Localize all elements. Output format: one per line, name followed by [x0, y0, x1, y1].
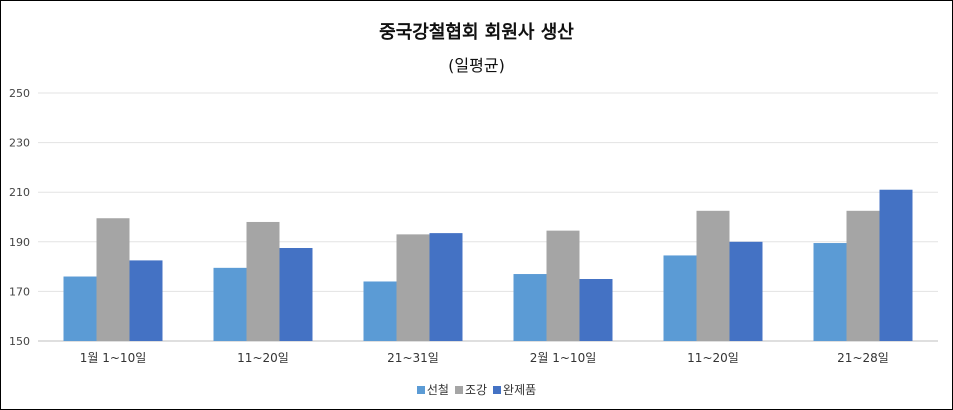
legend-item: 조강 [454, 381, 488, 398]
bar-조강 [696, 210, 730, 341]
x-tick-label: 21~28일 [837, 351, 889, 365]
bar-조강 [546, 230, 580, 341]
bar-선철 [663, 255, 697, 341]
legend-swatch [416, 385, 425, 394]
legend-swatch [493, 385, 502, 394]
y-tick-label: 230 [9, 137, 30, 150]
bar-선철 [213, 267, 247, 341]
chart-title: 중국강철협회 회원사 생산 [379, 22, 574, 43]
bar-완제품 [129, 260, 163, 341]
bar-선철 [63, 276, 97, 341]
y-tick-label: 190 [9, 236, 30, 249]
bar-선철 [813, 243, 847, 341]
legend-label: 완제품 [503, 383, 537, 397]
bar-조강 [396, 234, 430, 341]
bar-조강 [246, 221, 280, 341]
y-tick-label: 250 [9, 87, 30, 100]
x-tick-label: 11~20일 [687, 351, 739, 365]
legend-item: 완제품 [493, 381, 536, 398]
legend-label: 선철 [426, 383, 449, 397]
bar-완제품 [279, 248, 313, 341]
x-tick-label: 21~31일 [387, 351, 439, 365]
bar-완제품 [579, 279, 613, 341]
chart-subtitle: (일평균) [448, 56, 505, 75]
bar-조강 [846, 210, 880, 341]
bar-완제품 [729, 241, 763, 341]
legend-item: 선철 [416, 381, 449, 398]
bar-완제품 [879, 189, 913, 341]
bar-선철 [513, 274, 547, 341]
y-tick-label: 210 [9, 186, 30, 199]
chart-legend: 선철 조강 완제품 [0, 381, 953, 398]
y-tick-label: 170 [9, 285, 30, 298]
bar-선철 [363, 281, 397, 341]
x-tick-label: 11~20일 [237, 351, 289, 365]
bar-조강 [96, 218, 130, 341]
x-tick-label: 2월 1~10일 [530, 351, 597, 365]
legend-label: 조강 [464, 383, 488, 397]
legend-swatch [454, 385, 463, 394]
y-tick-label: 150 [9, 335, 30, 348]
x-tick-label: 1월 1~10일 [80, 351, 147, 365]
bar-완제품 [429, 233, 463, 341]
